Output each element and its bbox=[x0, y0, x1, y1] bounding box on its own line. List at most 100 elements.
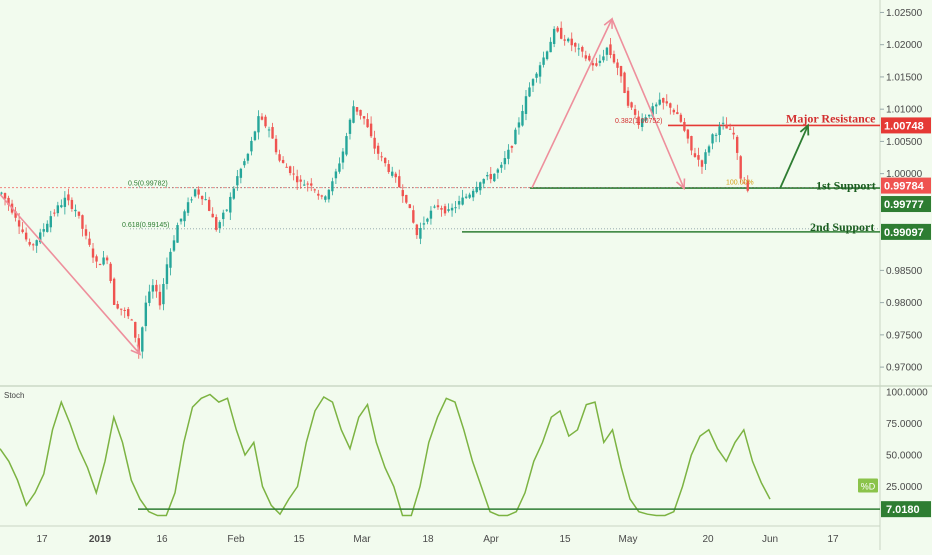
candle-body bbox=[647, 114, 651, 117]
candle-body bbox=[345, 136, 348, 155]
candle-body bbox=[260, 116, 264, 120]
x-tick-label: Feb bbox=[227, 534, 245, 545]
candle-body bbox=[461, 197, 464, 205]
candle-body bbox=[443, 206, 447, 214]
candle-body bbox=[616, 62, 619, 68]
candle-body bbox=[310, 183, 313, 186]
candle-body bbox=[510, 146, 514, 148]
candle-body bbox=[81, 215, 84, 229]
candle-body bbox=[215, 217, 218, 230]
candle-body bbox=[303, 184, 306, 186]
candle-body bbox=[391, 171, 394, 176]
y-tick-label: 1.01500 bbox=[886, 72, 923, 83]
candle-body bbox=[39, 232, 42, 243]
candle-body bbox=[574, 42, 577, 47]
candle-body bbox=[253, 131, 257, 141]
candle-body bbox=[665, 101, 668, 104]
candle-body bbox=[514, 129, 517, 145]
candle-body bbox=[197, 189, 200, 195]
stoch-y-tick-label: 50.0000 bbox=[886, 451, 923, 462]
candle-body bbox=[415, 224, 419, 236]
stoch-value-badge-bg bbox=[881, 501, 931, 518]
level-annotation: 1st Support bbox=[816, 179, 876, 193]
candle-body bbox=[658, 99, 661, 105]
candle-body bbox=[728, 128, 732, 130]
candle-body bbox=[278, 154, 281, 161]
price-badge: 0.99777 bbox=[884, 199, 924, 211]
candle-body bbox=[700, 160, 704, 167]
candle-body bbox=[602, 56, 605, 61]
candle-body bbox=[250, 140, 253, 152]
candle-body bbox=[176, 225, 179, 243]
candle-body bbox=[549, 41, 552, 53]
candle-body bbox=[102, 257, 105, 265]
candle-body bbox=[218, 222, 221, 229]
x-tick-label: May bbox=[619, 534, 638, 545]
candle-body bbox=[479, 182, 482, 191]
candle-body bbox=[211, 213, 214, 218]
y-tick-label: 0.97500 bbox=[886, 330, 923, 341]
candle-body bbox=[447, 209, 450, 211]
price-badge-bg bbox=[881, 196, 931, 213]
candle-body bbox=[366, 119, 369, 128]
candle-body bbox=[35, 240, 38, 246]
candle-body bbox=[735, 136, 739, 153]
candle-body bbox=[457, 201, 461, 205]
candle-body bbox=[517, 122, 521, 128]
candle-body bbox=[141, 327, 144, 352]
candle-body bbox=[267, 129, 271, 131]
candle-body bbox=[743, 182, 746, 184]
candle-body bbox=[493, 173, 496, 182]
candle-body bbox=[436, 205, 440, 208]
x-tick-label: 20 bbox=[702, 534, 714, 545]
candle-body bbox=[144, 302, 148, 327]
price-badges: 1.00748 0.99784 0.99777 0.99097 %D 7.0180 bbox=[858, 117, 931, 518]
candle-body bbox=[651, 106, 654, 117]
candle-body bbox=[489, 174, 492, 180]
y-tick-label: 1.00000 bbox=[886, 169, 923, 180]
x-ticks: 17 2019 16 Feb 15 Mar 18 Apr 15 May 20 Jun 17 bbox=[36, 534, 839, 545]
candle-body bbox=[683, 121, 686, 131]
x-tick-label: 17 bbox=[827, 534, 839, 545]
candle-body bbox=[327, 189, 331, 200]
candle-body bbox=[74, 209, 77, 212]
x-tick-label: Apr bbox=[483, 534, 499, 545]
candle-body bbox=[387, 164, 390, 172]
candle-body bbox=[398, 176, 401, 188]
candle-body bbox=[714, 134, 718, 136]
candle-body bbox=[91, 248, 95, 258]
fib-label: 0.5(0.99782) bbox=[128, 181, 168, 188]
candle-body bbox=[119, 308, 123, 310]
candle-body bbox=[686, 129, 690, 139]
candle-body bbox=[500, 164, 503, 168]
candle-body bbox=[693, 153, 697, 157]
candle-body bbox=[626, 90, 630, 106]
fib-label: 0.618(0.99145) bbox=[122, 222, 169, 229]
candle-body bbox=[612, 54, 616, 63]
candle-body bbox=[605, 47, 609, 55]
candle-body bbox=[721, 122, 725, 124]
candle-body bbox=[637, 116, 640, 125]
uptrend-arrow bbox=[531, 18, 613, 189]
candle-body bbox=[193, 189, 197, 197]
candle-body bbox=[31, 244, 35, 246]
level-annotation: 2nd Support bbox=[810, 220, 874, 234]
candle-body bbox=[640, 118, 644, 128]
x-tick-label: 15 bbox=[559, 534, 571, 545]
level-annotation: Major Resistance bbox=[786, 111, 876, 125]
trend-arrows bbox=[0, 17, 810, 356]
candle-body bbox=[433, 206, 436, 208]
candle-body bbox=[127, 309, 130, 317]
candle-body bbox=[236, 176, 239, 186]
candle-body bbox=[419, 228, 422, 239]
y-tick-label: 0.98000 bbox=[886, 298, 923, 309]
candle-body bbox=[232, 188, 236, 199]
candle-body bbox=[577, 48, 580, 50]
price-panel-bg bbox=[0, 0, 880, 386]
candle-body bbox=[60, 205, 63, 208]
candle-body bbox=[672, 109, 676, 113]
candle-body bbox=[662, 98, 665, 103]
y-ticks: 1.02500 1.02000 1.01500 1.01000 1.00500 1.000… bbox=[880, 8, 928, 493]
candle-body bbox=[588, 55, 591, 61]
candle-body bbox=[559, 27, 563, 39]
